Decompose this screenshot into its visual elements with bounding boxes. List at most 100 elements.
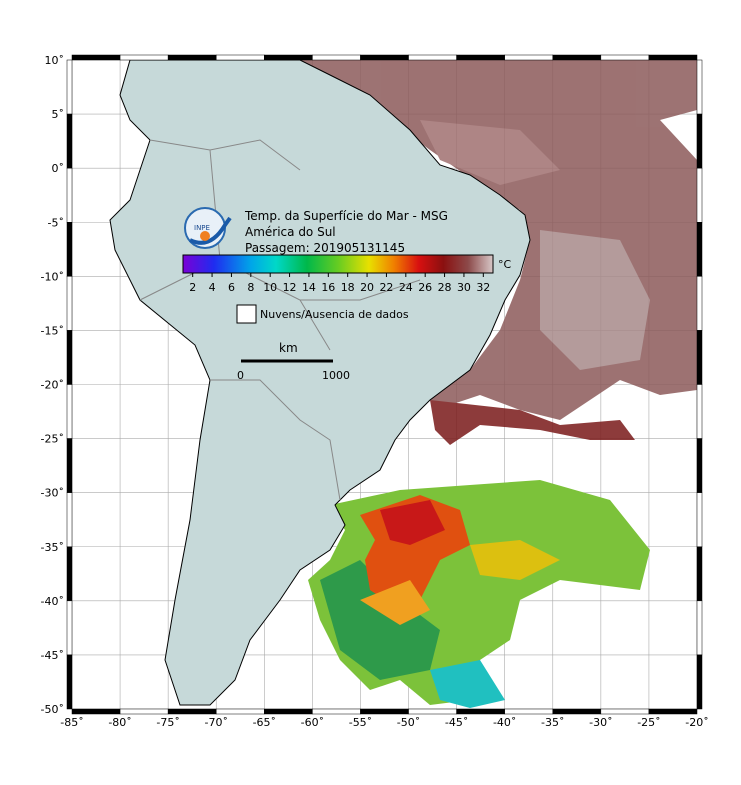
frame-segment — [215, 708, 265, 715]
colorbar-tick-label: 24 — [399, 281, 413, 294]
y-tick-label: -35˚ — [41, 541, 64, 554]
frame-segment — [66, 113, 73, 169]
frame-segment — [71, 708, 121, 715]
borders — [139, 139, 421, 501]
frame-segment — [66, 384, 73, 439]
y-tick-label: -30˚ — [41, 487, 64, 500]
frame-segment — [360, 708, 409, 715]
frame-segment — [696, 330, 703, 385]
frame-segment — [696, 113, 703, 169]
x-tick-label: -35˚ — [541, 716, 564, 729]
y-tick-label: -40˚ — [41, 595, 64, 608]
frame-segment — [504, 708, 554, 715]
frame-segment — [696, 438, 703, 493]
colorbar-unit: °C — [498, 258, 512, 271]
y-tick-label: 5˚ — [52, 108, 65, 121]
frame-segment — [696, 546, 703, 602]
frame-segment — [696, 222, 703, 277]
frame-segment — [696, 654, 703, 710]
logo-text: INPE — [194, 224, 210, 232]
frame-segment — [66, 546, 73, 602]
x-tick-label: -80˚ — [108, 716, 131, 729]
frame-segment — [71, 54, 121, 61]
frame — [66, 54, 703, 715]
y-tick-label: -20˚ — [41, 379, 64, 392]
y-tick-label: -45˚ — [41, 649, 64, 662]
y-tick-label: -50˚ — [41, 703, 64, 716]
scale-unit: km — [279, 341, 298, 355]
frame-segment — [66, 438, 73, 493]
x-tick-label: -40˚ — [493, 716, 516, 729]
x-tick-label: -75˚ — [156, 716, 179, 729]
colorbar-tick-label: 8 — [247, 281, 254, 294]
x-tick-label: -65˚ — [253, 716, 276, 729]
frame-segment — [167, 708, 217, 715]
frame-segment — [648, 54, 698, 61]
sst-north — [300, 60, 697, 445]
title-line: Temp. da Superfície do Mar - MSG — [244, 209, 448, 223]
x-tick-label: -55˚ — [349, 716, 372, 729]
frame-segment — [167, 54, 217, 61]
frame-segment — [66, 600, 73, 656]
frame-segment — [504, 54, 554, 61]
frame-segment — [312, 54, 361, 61]
x-tick-label: -70˚ — [204, 716, 227, 729]
colorbar-tick-label: 12 — [283, 281, 297, 294]
frame-segment — [696, 59, 703, 115]
frame-segment — [600, 54, 650, 61]
frame-segment — [264, 708, 313, 715]
x-tick-label: -30˚ — [589, 716, 612, 729]
frame-segment — [456, 54, 505, 61]
colorbar-tick-label: 26 — [418, 281, 432, 294]
y-tick-label: 0˚ — [52, 162, 65, 175]
colorbar-tick-label: 30 — [457, 281, 471, 294]
frame-segment — [66, 167, 73, 223]
frame-segment — [66, 492, 73, 547]
frame-segment — [66, 330, 73, 385]
x-tick-label: -50˚ — [397, 716, 420, 729]
frame-segment — [360, 54, 409, 61]
colorbar-tick-label: 32 — [476, 281, 490, 294]
frame-segment — [552, 54, 602, 61]
frame-segment — [119, 54, 169, 61]
frame-segment — [696, 384, 703, 439]
colorbar-tick-label: 6 — [228, 281, 235, 294]
title-line: Passagem: 201905131145 — [245, 241, 405, 255]
colorbar-tick-label: 14 — [302, 281, 316, 294]
scale-label: 1000 — [322, 369, 350, 382]
frame-segment — [648, 708, 698, 715]
frame-segment — [408, 708, 457, 715]
frame-segment — [696, 492, 703, 547]
x-tick-label: -60˚ — [301, 716, 324, 729]
scale-label: 0 — [237, 369, 244, 382]
x-tick-label: -45˚ — [445, 716, 468, 729]
colorbar-tick-label: 18 — [341, 281, 355, 294]
colorbar-tick-label: 28 — [438, 281, 452, 294]
y-tick-label: -15˚ — [41, 324, 64, 337]
frame-segment — [66, 222, 73, 277]
frame-segment — [66, 654, 73, 710]
y-tick-label: 10˚ — [45, 54, 65, 67]
colorbar-tick-label: 20 — [360, 281, 374, 294]
y-tick-label: -25˚ — [41, 433, 64, 446]
frame-segment — [696, 167, 703, 223]
colorbar-ticks: 2 4 6 8 10 12 14 16 18 20 22 24 26 28 30 32 — [189, 273, 490, 294]
frame-segment — [66, 59, 73, 115]
frame-segment — [696, 600, 703, 656]
frame-segment — [66, 276, 73, 331]
y-tick-label: -10˚ — [41, 270, 64, 283]
title-line: América do Sul — [245, 225, 336, 239]
frame-segment — [408, 54, 457, 61]
legend-text: Nuvens/Ausencia de dados — [260, 308, 409, 321]
x-tick-label: -20˚ — [685, 716, 708, 729]
frame-segment — [456, 708, 505, 715]
frame-segment — [552, 708, 602, 715]
frame-segment — [264, 54, 313, 61]
colorbar-tick-label: 4 — [209, 281, 216, 294]
colorbar-tick-label: 2 — [189, 281, 196, 294]
y-tick-label: -5˚ — [48, 216, 64, 229]
sst-south — [308, 480, 650, 708]
colorbar — [182, 254, 494, 274]
x-tick-label: -25˚ — [637, 716, 660, 729]
